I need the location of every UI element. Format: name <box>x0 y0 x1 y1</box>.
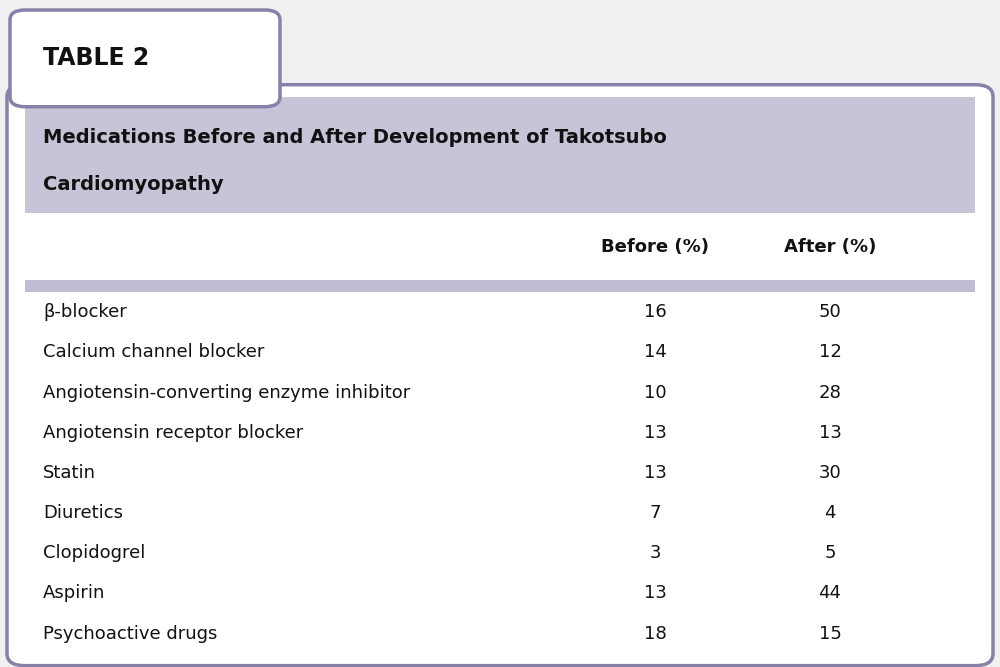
Text: 30: 30 <box>819 464 841 482</box>
Text: 13: 13 <box>644 464 666 482</box>
Text: Statin: Statin <box>43 464 96 482</box>
Text: After (%): After (%) <box>784 238 876 255</box>
Text: Diuretics: Diuretics <box>43 504 123 522</box>
Text: 28: 28 <box>819 384 841 402</box>
Text: 7: 7 <box>649 504 661 522</box>
Text: Psychoactive drugs: Psychoactive drugs <box>43 624 217 642</box>
Text: 4: 4 <box>824 504 836 522</box>
Text: 12: 12 <box>819 344 841 362</box>
Text: 13: 13 <box>644 424 666 442</box>
Text: Medications Before and After Development of Takotsubo: Medications Before and After Development… <box>43 128 667 147</box>
Text: 3: 3 <box>649 544 661 562</box>
Bar <box>25 292 975 654</box>
Text: TABLE 2: TABLE 2 <box>43 47 149 70</box>
Text: β-blocker: β-blocker <box>43 303 127 321</box>
Text: Aspirin: Aspirin <box>43 584 105 602</box>
Text: Before (%): Before (%) <box>601 238 709 255</box>
Text: 15: 15 <box>819 624 841 642</box>
Bar <box>25 280 975 292</box>
Text: 10: 10 <box>644 384 666 402</box>
Text: 16: 16 <box>644 303 666 321</box>
Text: 18: 18 <box>644 624 666 642</box>
Text: Clopidogrel: Clopidogrel <box>43 544 145 562</box>
Text: 44: 44 <box>818 584 842 602</box>
Text: 5: 5 <box>824 544 836 562</box>
Text: Angiotensin-converting enzyme inhibitor: Angiotensin-converting enzyme inhibitor <box>43 384 410 402</box>
FancyBboxPatch shape <box>10 10 280 107</box>
Text: Angiotensin receptor blocker: Angiotensin receptor blocker <box>43 424 303 442</box>
Text: 14: 14 <box>644 344 666 362</box>
Bar <box>25 97 975 213</box>
Text: 50: 50 <box>819 303 841 321</box>
FancyBboxPatch shape <box>7 85 993 666</box>
Text: Cardiomyopathy: Cardiomyopathy <box>43 175 224 193</box>
Text: Calcium channel blocker: Calcium channel blocker <box>43 344 264 362</box>
Text: 13: 13 <box>644 584 666 602</box>
Text: 13: 13 <box>819 424 841 442</box>
Bar <box>25 213 975 280</box>
